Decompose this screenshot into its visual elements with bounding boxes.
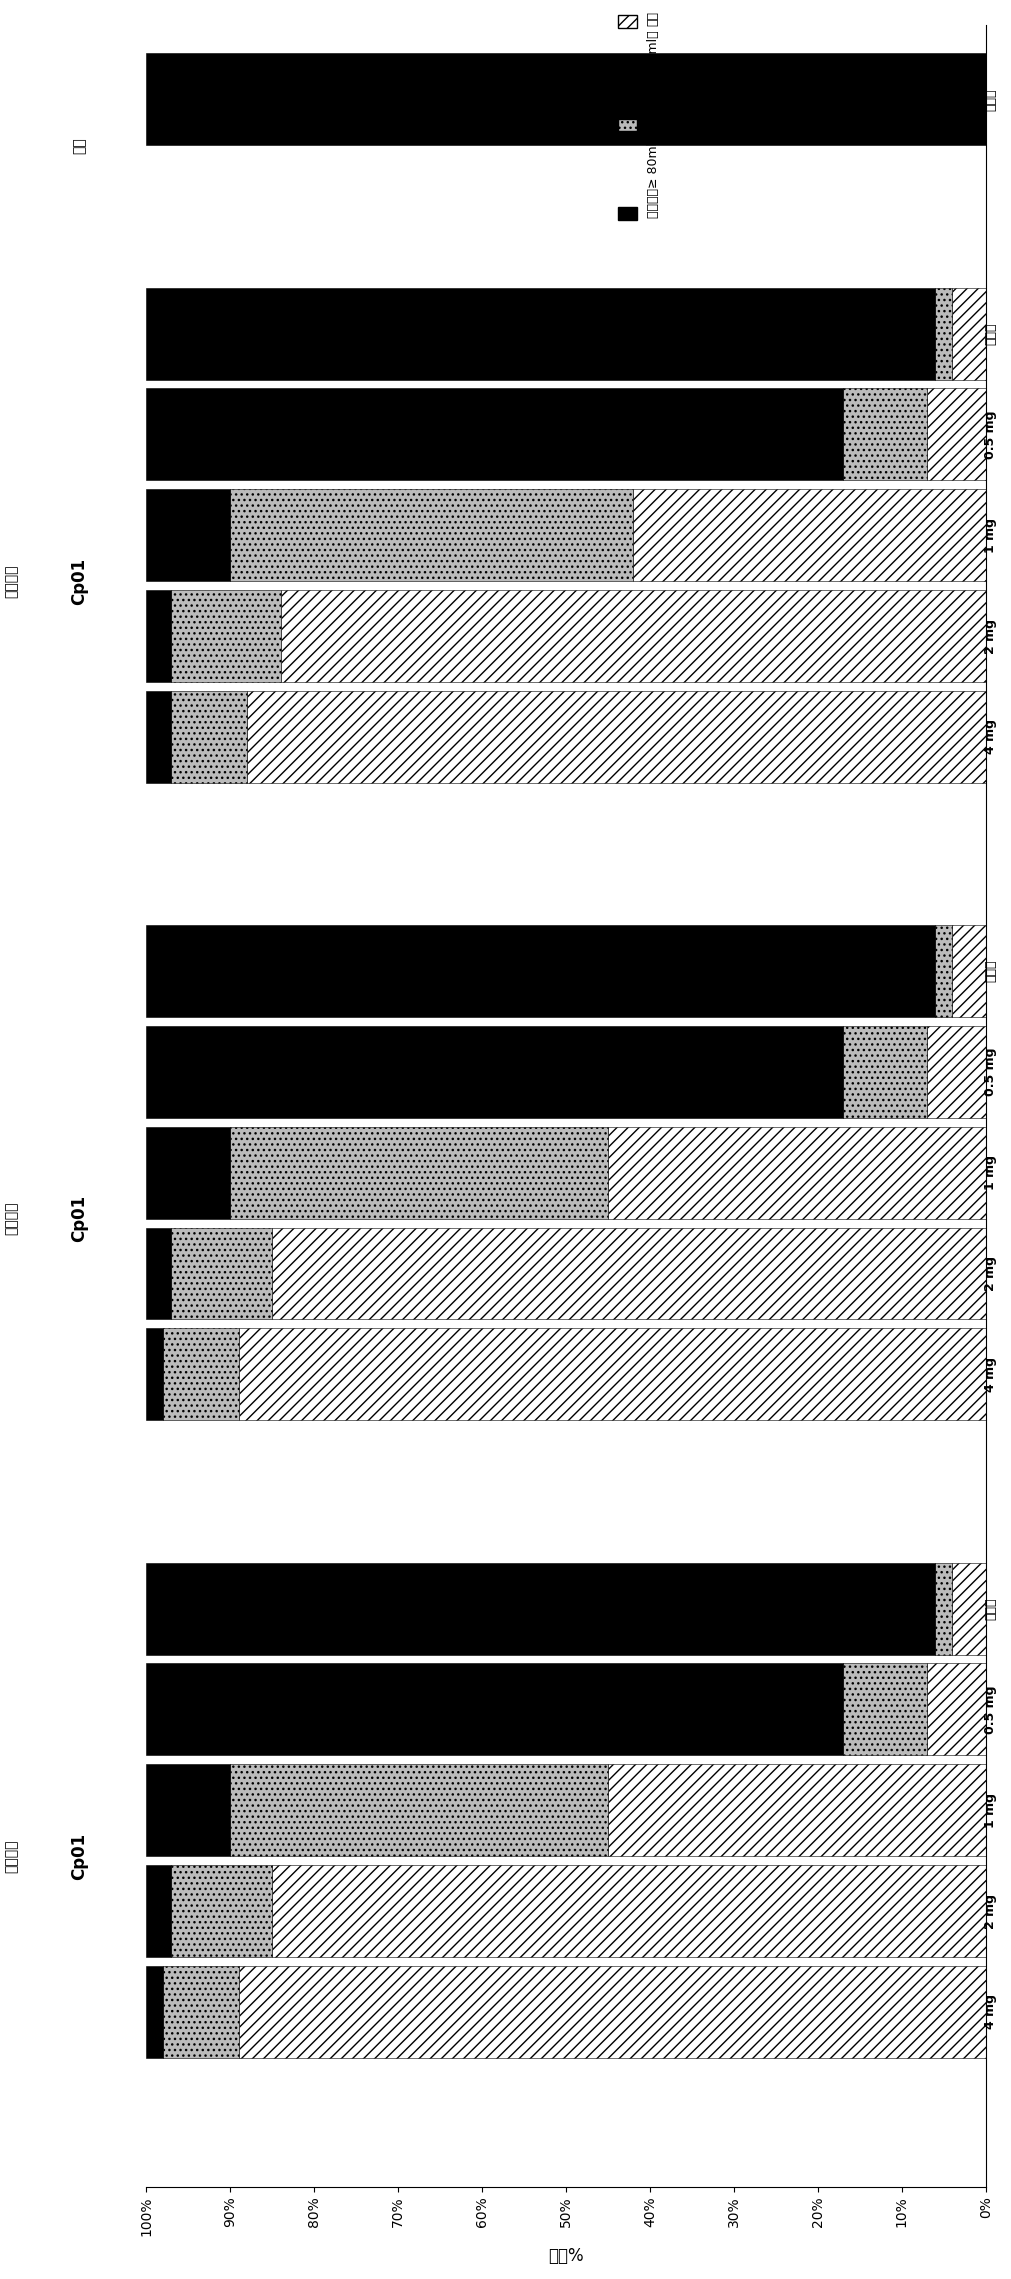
Bar: [935, 287, 952, 381]
Bar: [147, 387, 843, 481]
Bar: [147, 1228, 172, 1320]
Bar: [147, 925, 935, 1016]
Bar: [231, 1126, 608, 1219]
Text: 第一个月: 第一个月: [5, 565, 19, 597]
Bar: [147, 287, 935, 381]
Bar: [927, 1026, 986, 1117]
Text: Cp01: Cp01: [70, 1194, 88, 1242]
Bar: [172, 590, 281, 681]
Bar: [281, 590, 986, 681]
Bar: [952, 287, 986, 381]
Bar: [239, 1967, 986, 2058]
Bar: [163, 1967, 239, 2058]
Bar: [147, 1764, 231, 1855]
Bar: [231, 1764, 608, 1855]
Bar: [952, 925, 986, 1016]
Bar: [172, 1228, 272, 1320]
Text: Cp01: Cp01: [70, 1832, 88, 1880]
Bar: [147, 1329, 163, 1420]
X-axis label: 异常%: 异常%: [548, 2247, 583, 2265]
Bar: [147, 1664, 843, 1755]
Bar: [147, 1563, 935, 1655]
Bar: [935, 1563, 952, 1655]
Bar: [272, 1864, 986, 1958]
Bar: [231, 490, 633, 581]
Bar: [927, 387, 986, 481]
Bar: [147, 691, 172, 782]
Bar: [147, 590, 172, 681]
Text: 第三个月: 第三个月: [5, 1839, 19, 1873]
Bar: [172, 691, 247, 782]
Bar: [247, 691, 986, 782]
Bar: [172, 1864, 272, 1958]
Bar: [952, 1563, 986, 1655]
Bar: [843, 1664, 927, 1755]
Text: Cp01: Cp01: [70, 558, 88, 604]
Bar: [935, 925, 952, 1016]
Bar: [633, 490, 986, 581]
Bar: [843, 1026, 927, 1117]
Bar: [239, 1329, 986, 1420]
Bar: [147, 1026, 843, 1117]
Bar: [147, 1864, 172, 1958]
Bar: [927, 1664, 986, 1755]
Text: 基线: 基线: [72, 137, 86, 153]
Bar: [147, 52, 986, 146]
Bar: [147, 1967, 163, 2058]
Bar: [608, 1764, 986, 1855]
Bar: [147, 1126, 231, 1219]
Bar: [608, 1126, 986, 1219]
Legend: 闭经, 受控的出血（< 80ml）, 大出血（≥ 80ml）: 闭经, 受控的出血（< 80ml）, 大出血（≥ 80ml）: [615, 9, 663, 226]
Bar: [272, 1228, 986, 1320]
Bar: [147, 490, 231, 581]
Text: 第二个月: 第二个月: [5, 1201, 19, 1235]
Bar: [163, 1329, 239, 1420]
Bar: [843, 387, 927, 481]
